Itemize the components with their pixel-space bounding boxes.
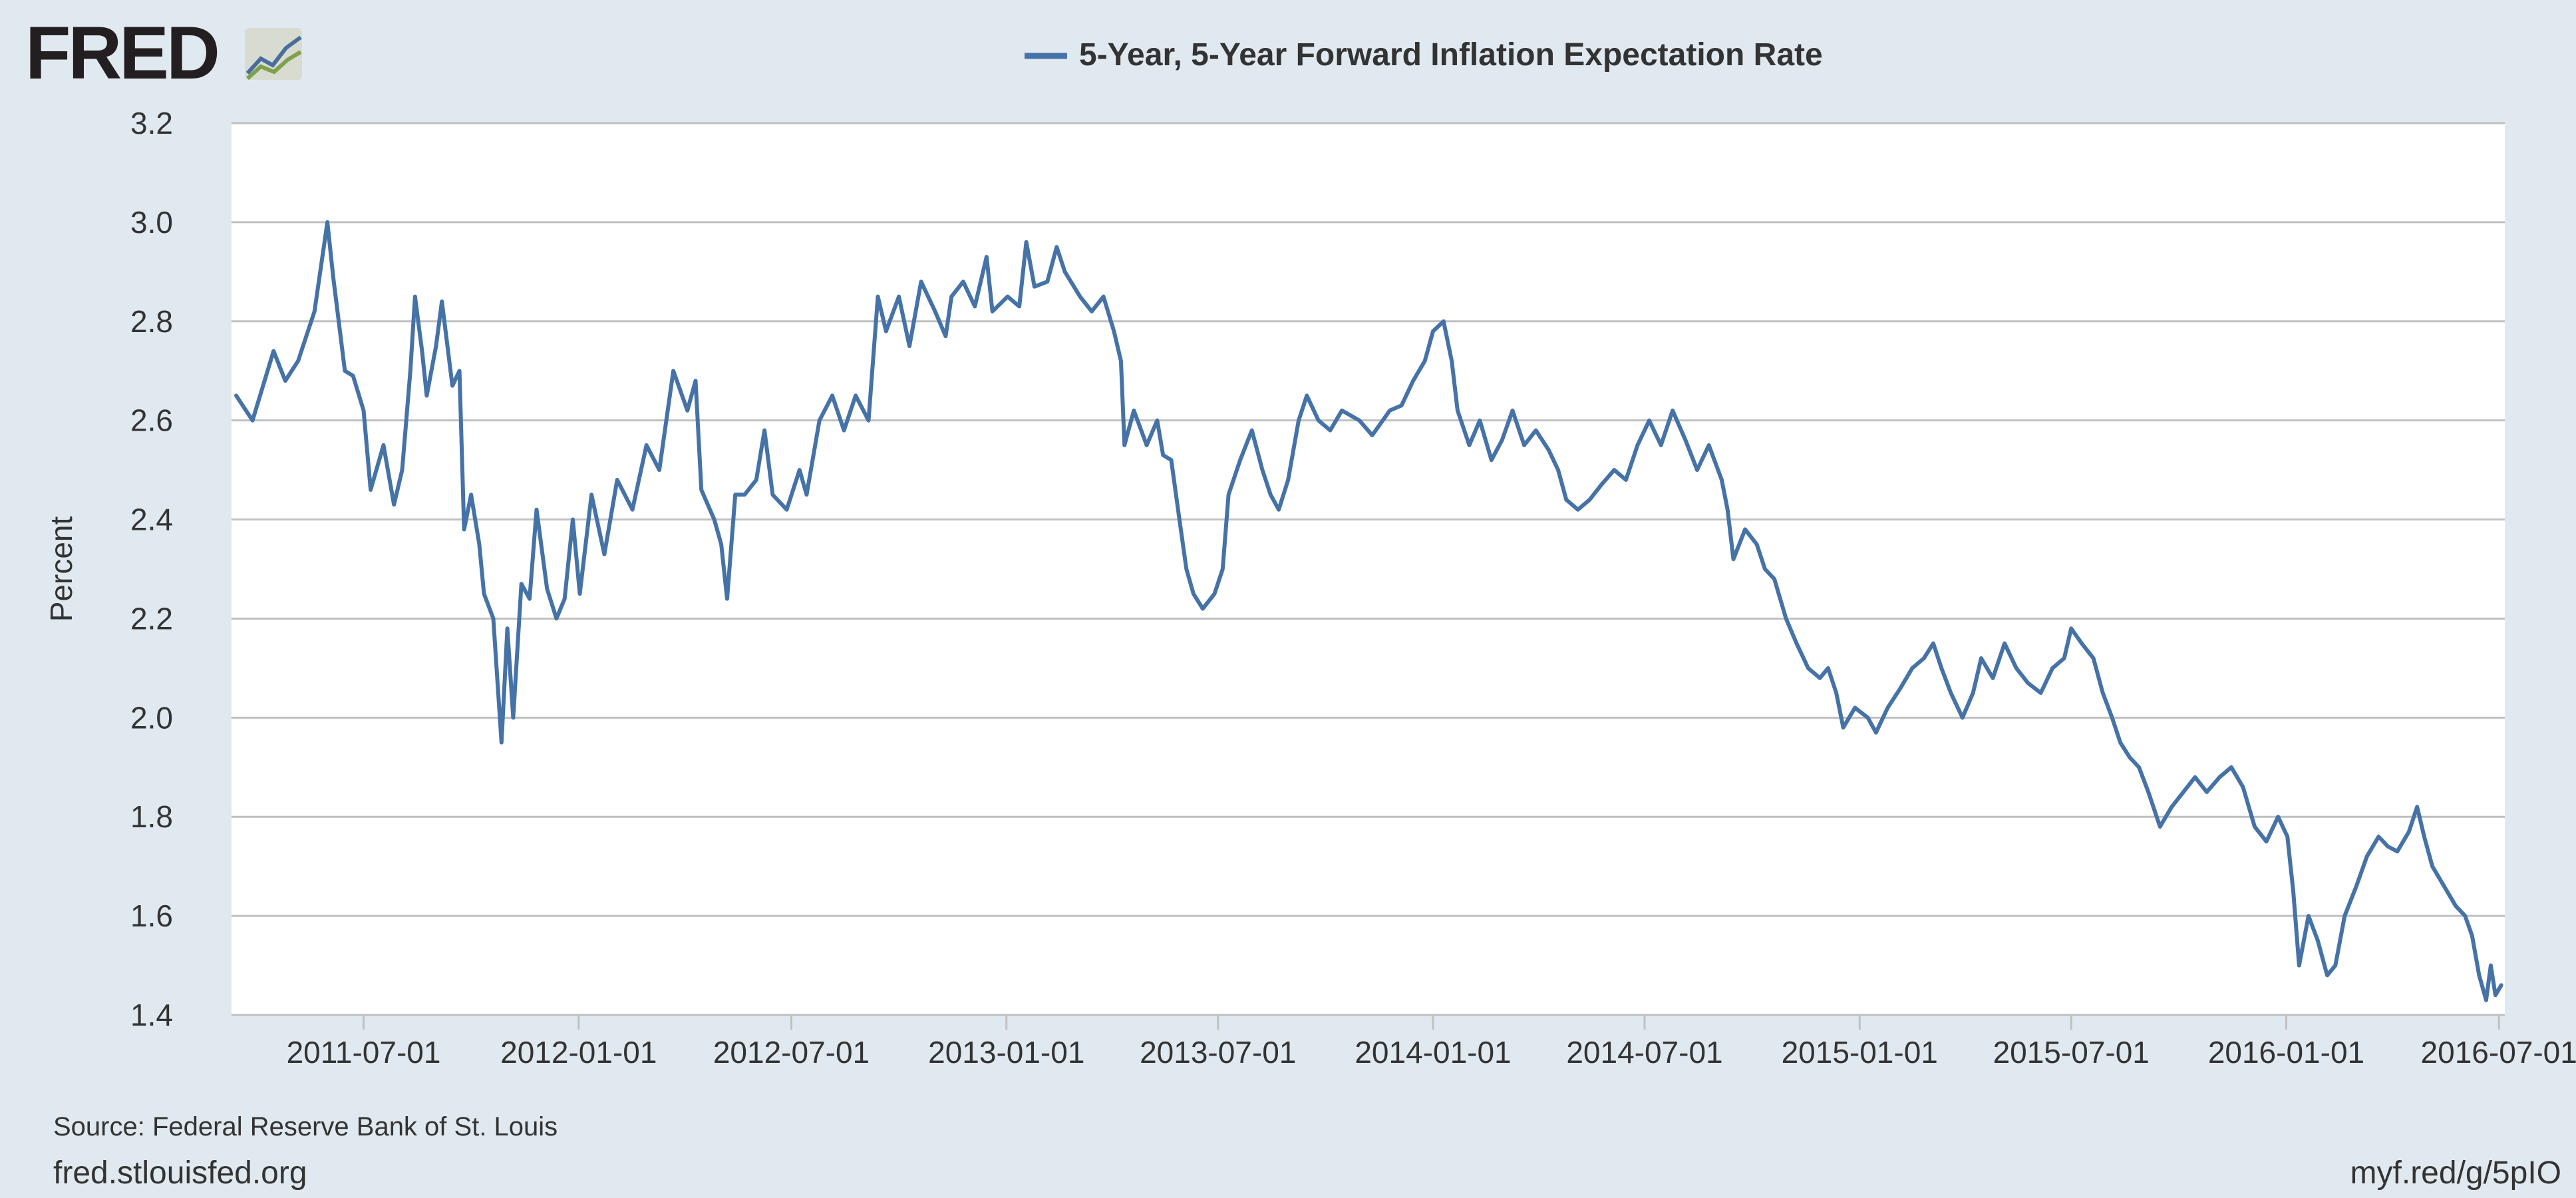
fred-logo-text: FRED xyxy=(25,11,218,95)
legend-label: 5-Year, 5-Year Forward Inflation Expecta… xyxy=(1079,37,1823,73)
fred-logo-graph-icon xyxy=(245,28,302,81)
x-tick-label: 2011-07-01 xyxy=(287,1035,441,1070)
fred-logo[interactable]: FRED xyxy=(25,11,302,95)
x-tick-label: 2012-07-01 xyxy=(713,1035,870,1070)
grid-layer xyxy=(232,122,2505,1016)
series-layer xyxy=(234,220,2503,1002)
y-tick-label: 2.2 xyxy=(130,601,173,636)
x-tick-label: 2013-07-01 xyxy=(1140,1035,1296,1070)
x-tick-label: 2015-01-01 xyxy=(1782,1035,1938,1070)
y-tick-label: 2.8 xyxy=(130,304,173,339)
y-tick-label: 1.8 xyxy=(130,799,173,834)
x-tick-label: 2014-01-01 xyxy=(1355,1035,1511,1070)
y-tick-label: 2.6 xyxy=(130,403,173,438)
series-line-0[interactable] xyxy=(234,220,2503,1002)
x-tick-label: 2016-07-01 xyxy=(2421,1035,2576,1070)
y-tick-label: 3.0 xyxy=(130,205,173,240)
site-link[interactable]: fred.stlouisfed.org xyxy=(53,1155,307,1191)
x-tick-label: 2015-07-01 xyxy=(1993,1035,2150,1070)
y-tick-label: 3.2 xyxy=(130,106,173,140)
x-tick-label: 2016-01-01 xyxy=(2208,1035,2364,1070)
y-tick-label: 1.4 xyxy=(130,998,173,1032)
plot-area xyxy=(232,123,2505,1015)
y-axis-title: Percent xyxy=(44,516,79,622)
x-tick-label: 2012-01-01 xyxy=(500,1035,657,1070)
x-tick-labels: 2011-07-01 2012-01-01 2012-07-01 2013-01-01… xyxy=(287,1015,2576,1070)
y-tick-label: 2.0 xyxy=(130,700,173,735)
short-link[interactable]: myf.red/g/5pIO xyxy=(2350,1155,2561,1191)
y-tick-labels: 1.4 1.6 1.8 2.0 2.2 2.4 2.6 2.8 3.0 3.2 xyxy=(130,106,173,1032)
y-tick-label: 1.6 xyxy=(130,898,173,933)
source-text: Source: Federal Reserve Bank of St. Loui… xyxy=(53,1112,558,1141)
y-tick-label: 2.4 xyxy=(130,502,173,537)
x-tick-label: 2013-01-01 xyxy=(928,1035,1084,1070)
x-tick-label: 2014-07-01 xyxy=(1566,1035,1722,1070)
legend: 5-Year, 5-Year Forward Inflation Expecta… xyxy=(1025,37,1823,73)
